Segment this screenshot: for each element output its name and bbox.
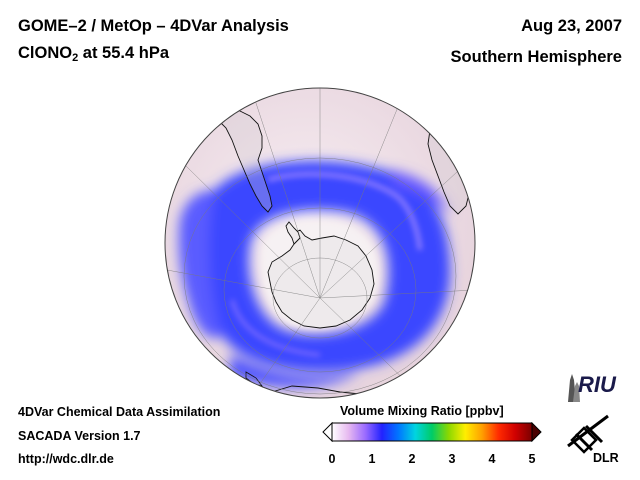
colorbar-tick-3: 3 xyxy=(448,452,456,466)
footer-url[interactable]: http://wdc.dlr.de xyxy=(18,452,114,466)
polar-map xyxy=(164,87,476,399)
colorbar xyxy=(322,422,542,442)
australia-outline xyxy=(271,385,361,395)
species-subscript: 2 xyxy=(72,52,79,64)
antarctica-outline xyxy=(267,229,375,329)
antarctic-peninsula xyxy=(285,221,301,245)
species-main: ClONO xyxy=(18,44,73,62)
footer-assimilation: 4DVar Chemical Data Assimilation xyxy=(18,405,221,419)
graticule xyxy=(166,88,475,398)
title-instrument: GOME–2 / MetOp – 4DVar Analysis xyxy=(18,17,289,35)
dlr-logo-text: DLR xyxy=(593,451,619,465)
madagascar-outline xyxy=(471,187,475,208)
dlr-logo-icon xyxy=(567,414,609,454)
concentration-ring xyxy=(178,160,452,388)
ring-highlight xyxy=(230,171,423,357)
colorbar-tick-0: 0 xyxy=(328,452,336,466)
colorbar-tick-1: 1 xyxy=(368,452,376,466)
globe-edge xyxy=(164,87,476,399)
colorbar-gradient xyxy=(331,422,533,442)
footer-version: SACADA Version 1.7 xyxy=(18,429,141,443)
date-label: Aug 23, 2007 xyxy=(521,17,622,35)
colorbar-high-arrow xyxy=(531,422,542,442)
colorbar-tick-5: 5 xyxy=(528,452,536,466)
colorbar-tick-4: 4 xyxy=(488,452,496,466)
colorbar-title: Volume Mixing Ratio [ppbv] xyxy=(340,404,504,418)
colorbar-tick-2: 2 xyxy=(408,452,416,466)
title-species: ClONO2 at 55.4 hPa xyxy=(18,44,169,64)
colorbar-low-arrow xyxy=(322,422,333,442)
south-america-outline xyxy=(209,105,273,213)
hemisphere-label: Southern Hemisphere xyxy=(450,48,622,66)
riu-logo-text: RIU xyxy=(578,372,616,397)
riu-tower-icon xyxy=(568,374,580,402)
species-pressure: at 55.4 hPa xyxy=(78,44,170,62)
